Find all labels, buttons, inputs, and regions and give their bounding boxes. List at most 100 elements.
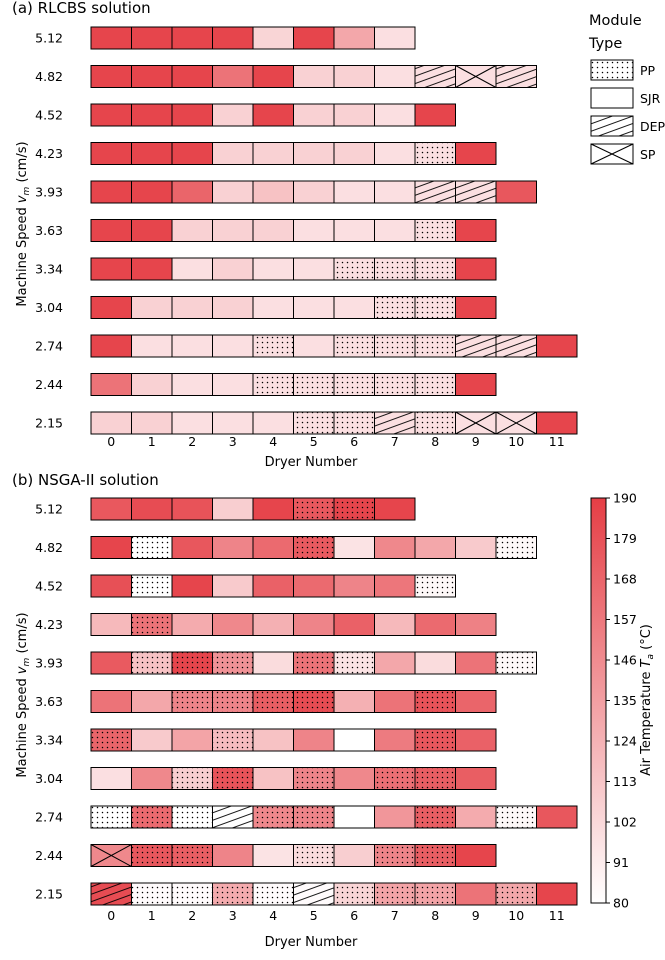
dryer-cell	[90, 334, 132, 358]
y-tick-label: 2.74	[35, 339, 63, 354]
legend-label-dep: DEP	[640, 119, 665, 134]
dryer-cell	[414, 334, 456, 358]
dryer-cell	[252, 142, 294, 165]
dryer-cell	[252, 844, 294, 867]
dryer-cell	[131, 728, 173, 752]
dryer-cell	[171, 844, 213, 867]
dryer-cell	[212, 690, 254, 713]
y-tick-label: 5.12	[35, 502, 63, 517]
dryer-cell	[171, 690, 213, 713]
y-tick-label: 3.93	[35, 656, 63, 671]
dryer-cell	[374, 65, 416, 88]
dryer-cell	[374, 219, 416, 242]
x-tick-label: 4	[269, 908, 277, 923]
x-tick-label: 9	[472, 908, 480, 923]
y-tick-label: 4.23	[35, 146, 63, 161]
dryer-cell	[374, 805, 416, 829]
y-tick-label: 2.44	[35, 848, 63, 863]
dryer-cell	[212, 257, 254, 281]
dryer-cell	[90, 219, 132, 242]
panel-b-title: (b) NSGA-II solution	[12, 471, 159, 489]
dryer-cell	[252, 219, 294, 242]
dryer-cell	[90, 844, 132, 867]
dryer-cell	[414, 805, 456, 829]
dryer-cell	[252, 497, 294, 521]
x-tick-label: 3	[229, 908, 237, 923]
module-type-legend: Module Type PP SJR DEP SP	[588, 13, 665, 165]
x-tick-label: 1	[148, 908, 156, 923]
dryer-cell	[333, 613, 375, 636]
dryer-cell	[293, 690, 335, 713]
dryer-cell	[293, 497, 335, 521]
y-tick-label: 4.23	[35, 617, 63, 632]
colorbar-tick-label: 80	[613, 896, 629, 911]
dryer-cell	[374, 536, 416, 559]
dryer-cell	[90, 373, 132, 396]
x-tick-label: 8	[431, 434, 439, 449]
dryer-cell	[171, 142, 213, 165]
dryer-cell	[212, 219, 254, 242]
dryer-cell	[90, 805, 132, 829]
dryer-cell	[495, 882, 537, 906]
dryer-cell	[495, 65, 537, 88]
y-tick-label: 3.04	[35, 771, 63, 786]
dryer-cell	[333, 334, 375, 358]
dryer-cell	[131, 334, 173, 358]
x-tick-label: 10	[508, 434, 524, 449]
dryer-cell	[90, 728, 132, 752]
dryer-cell	[90, 536, 132, 559]
dryer-cell	[131, 574, 173, 598]
dryer-cell	[131, 373, 173, 396]
dryer-cell	[131, 690, 173, 713]
x-tick-label: 0	[107, 434, 115, 449]
dryer-cell	[333, 805, 375, 829]
y-tick-label: 4.52	[35, 579, 63, 594]
dryer-cell	[333, 882, 375, 906]
legend-label-pp: PP	[640, 63, 656, 78]
dryer-cell	[90, 142, 132, 165]
dryer-cell	[333, 536, 375, 559]
x-tick-label: 0	[107, 908, 115, 923]
dryer-cell	[333, 411, 375, 435]
dryer-cell	[90, 574, 132, 598]
dryer-cell	[455, 844, 497, 867]
dryer-cell	[374, 574, 416, 598]
dryer-cell	[131, 497, 173, 521]
dryer-cell	[455, 142, 497, 165]
dryer-cell	[414, 65, 456, 88]
dryer-cell	[293, 651, 335, 675]
dryer-cell	[90, 767, 132, 790]
dryer-cell	[455, 219, 497, 242]
dryer-cell	[212, 334, 254, 358]
colorbar-tick-label: 135	[613, 693, 637, 708]
x-tick-label: 1	[148, 434, 156, 449]
panel-a-rlcbs: (a) RLCBS solution Machine Speed vm (cm/…	[12, 0, 578, 470]
dryer-cell	[414, 219, 456, 242]
dryer-cell	[212, 574, 254, 598]
x-tick-label: 2	[188, 434, 196, 449]
dryer-cell	[171, 373, 213, 396]
dryer-cell	[131, 844, 173, 867]
dryer-cell	[455, 257, 497, 281]
dryer-cell	[131, 219, 173, 242]
dryer-cell	[131, 257, 173, 281]
dryer-cell	[374, 103, 416, 127]
dryer-cell	[252, 690, 294, 713]
panel-b-cells	[90, 497, 578, 906]
dryer-cell	[171, 65, 213, 88]
dryer-cell	[374, 844, 416, 867]
dryer-cell	[293, 844, 335, 867]
dryer-cell	[414, 296, 456, 319]
dryer-cell	[171, 497, 213, 521]
x-tick-label: 6	[350, 908, 358, 923]
dryer-cell	[374, 334, 416, 358]
dryer-cell	[131, 805, 173, 829]
dryer-cell	[293, 257, 335, 281]
dryer-cell	[252, 651, 294, 675]
dryer-cell	[455, 882, 497, 906]
dryer-cell	[131, 882, 173, 906]
dryer-cell	[455, 536, 497, 559]
dryer-cell	[455, 411, 497, 435]
dryer-cell	[90, 497, 132, 521]
dryer-cell	[333, 767, 375, 790]
